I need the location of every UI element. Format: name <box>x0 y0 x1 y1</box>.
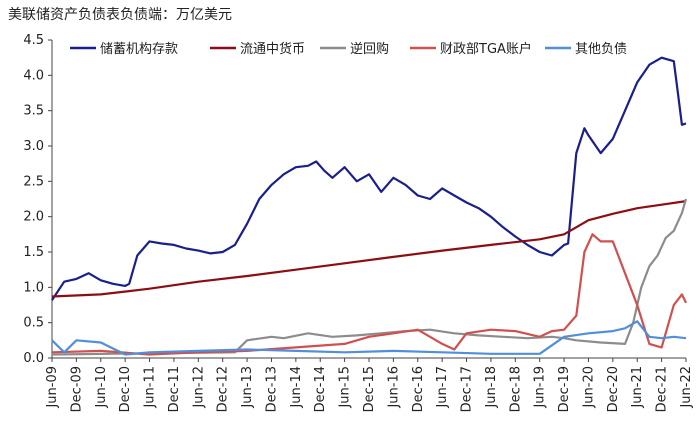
x-tick-label: Dec-13 <box>264 366 279 412</box>
series-lines <box>51 56 688 356</box>
x-tick-label: Jun-18 <box>484 366 499 409</box>
y-tick-label: 3.5 <box>23 104 44 119</box>
x-tick-label: Jun-10 <box>94 366 109 409</box>
series-line-3 <box>51 233 687 356</box>
x-tick-label: Jun-14 <box>289 366 304 409</box>
x-tick-label: Dec-21 <box>655 366 670 412</box>
y-tick-label: 0.0 <box>23 351 44 366</box>
x-tick-label: Jun-13 <box>240 366 255 409</box>
series-line-1 <box>51 200 687 298</box>
axes: 0.0 0.5 1.0 1.5 2.0 2.5 3.0 3.5 4.0 4.5 Jun-09 Dec-… <box>23 33 694 412</box>
x-tick-label: Jun-21 <box>630 366 645 409</box>
x-tick-label: Dec-09 <box>69 366 84 412</box>
x-tick-label: Dec-12 <box>216 366 231 412</box>
legend-label-3: 财政部TGA账户 <box>440 41 532 57</box>
x-tick-label: Jun-17 <box>435 366 450 409</box>
y-tick-label: 2.5 <box>23 174 44 189</box>
x-tick-label: Dec-10 <box>118 366 133 412</box>
x-tick-label: Jun-12 <box>191 366 206 409</box>
y-tick-label: 2.0 <box>23 210 44 225</box>
x-tick-label: Dec-14 <box>313 366 328 412</box>
x-tick-label: Dec-11 <box>167 366 182 412</box>
y-tick-label: 4.5 <box>23 33 44 48</box>
legend-label-2: 逆回购 <box>350 41 389 57</box>
series-line-2 <box>51 198 688 356</box>
x-tick-label: Jun-16 <box>386 366 401 409</box>
y-tick-label: 1.0 <box>23 280 44 295</box>
x-tick-label: Jun-20 <box>581 366 596 409</box>
x-tick-label: Jun-15 <box>338 366 353 409</box>
x-tick-label: Jun-11 <box>143 366 158 409</box>
y-tick-label: 1.5 <box>23 245 44 260</box>
x-tick-label: Dec-20 <box>606 366 621 412</box>
x-tick-label: Dec-15 <box>362 366 377 412</box>
series-line-4 <box>51 320 687 356</box>
x-tick-label: Jun-09 <box>45 366 60 409</box>
series-line-0 <box>51 56 687 301</box>
legend-label-4: 其他负债 <box>575 42 627 57</box>
legend: 储蓄机构存款 流通中货币 逆回购 财政部TGA账户 其他负债 <box>70 41 627 57</box>
x-tick-label: Jun-22 <box>679 366 694 409</box>
x-tick-label: Dec-19 <box>557 366 572 412</box>
legend-label-1: 流通中货币 <box>240 41 305 57</box>
chart-title: 美联储资产负债表负债端：万亿美元 <box>8 7 232 23</box>
y-tick-label: 3.0 <box>23 139 44 154</box>
x-tick-label: Jun-19 <box>533 366 548 409</box>
y-tick-label: 4.0 <box>23 68 44 83</box>
x-tick-label: Dec-16 <box>411 366 426 412</box>
x-tick-label: Dec-18 <box>508 366 523 412</box>
legend-label-0: 储蓄机构存款 <box>100 42 178 57</box>
x-tick-label: Dec-17 <box>460 366 475 412</box>
y-tick-label: 0.5 <box>23 316 44 331</box>
